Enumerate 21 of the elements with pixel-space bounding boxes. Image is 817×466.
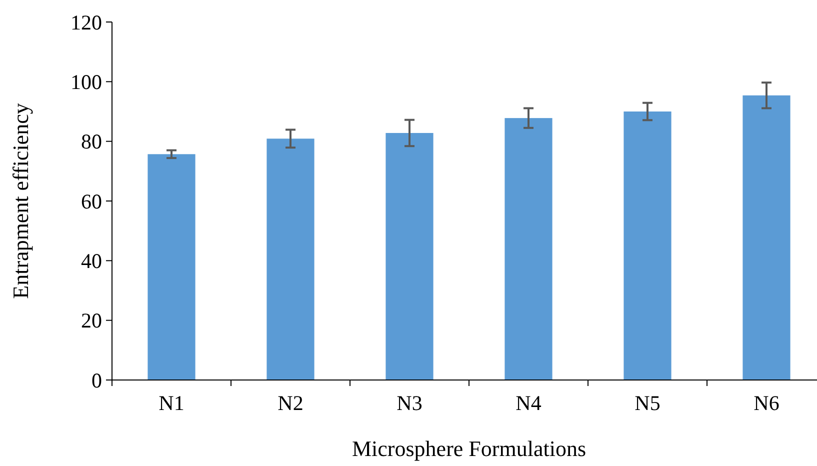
bar <box>386 132 434 380</box>
y-axis-title: Entrapment efficiency <box>8 103 33 299</box>
y-tick-label: 0 <box>92 368 102 392</box>
x-tick-label: N1 <box>158 391 184 415</box>
x-tick-label: N5 <box>634 391 660 415</box>
y-tick-label: 60 <box>81 189 102 214</box>
bar <box>504 118 552 380</box>
bar <box>742 95 790 380</box>
y-tick-label: 40 <box>81 249 102 274</box>
x-tick-label: N3 <box>396 391 422 415</box>
y-tick-label: 120 <box>70 10 102 34</box>
x-axis-title: Microsphere Formulations <box>352 436 586 461</box>
y-tick-label: 80 <box>81 130 102 154</box>
x-tick-label: N4 <box>516 391 542 415</box>
bar <box>148 154 196 380</box>
bar <box>266 138 314 380</box>
bar <box>624 112 672 380</box>
x-tick-label: N6 <box>754 391 780 415</box>
y-tick-label: 20 <box>81 308 102 333</box>
y-tick-label: 100 <box>70 70 102 94</box>
x-tick-label: N2 <box>278 391 304 415</box>
